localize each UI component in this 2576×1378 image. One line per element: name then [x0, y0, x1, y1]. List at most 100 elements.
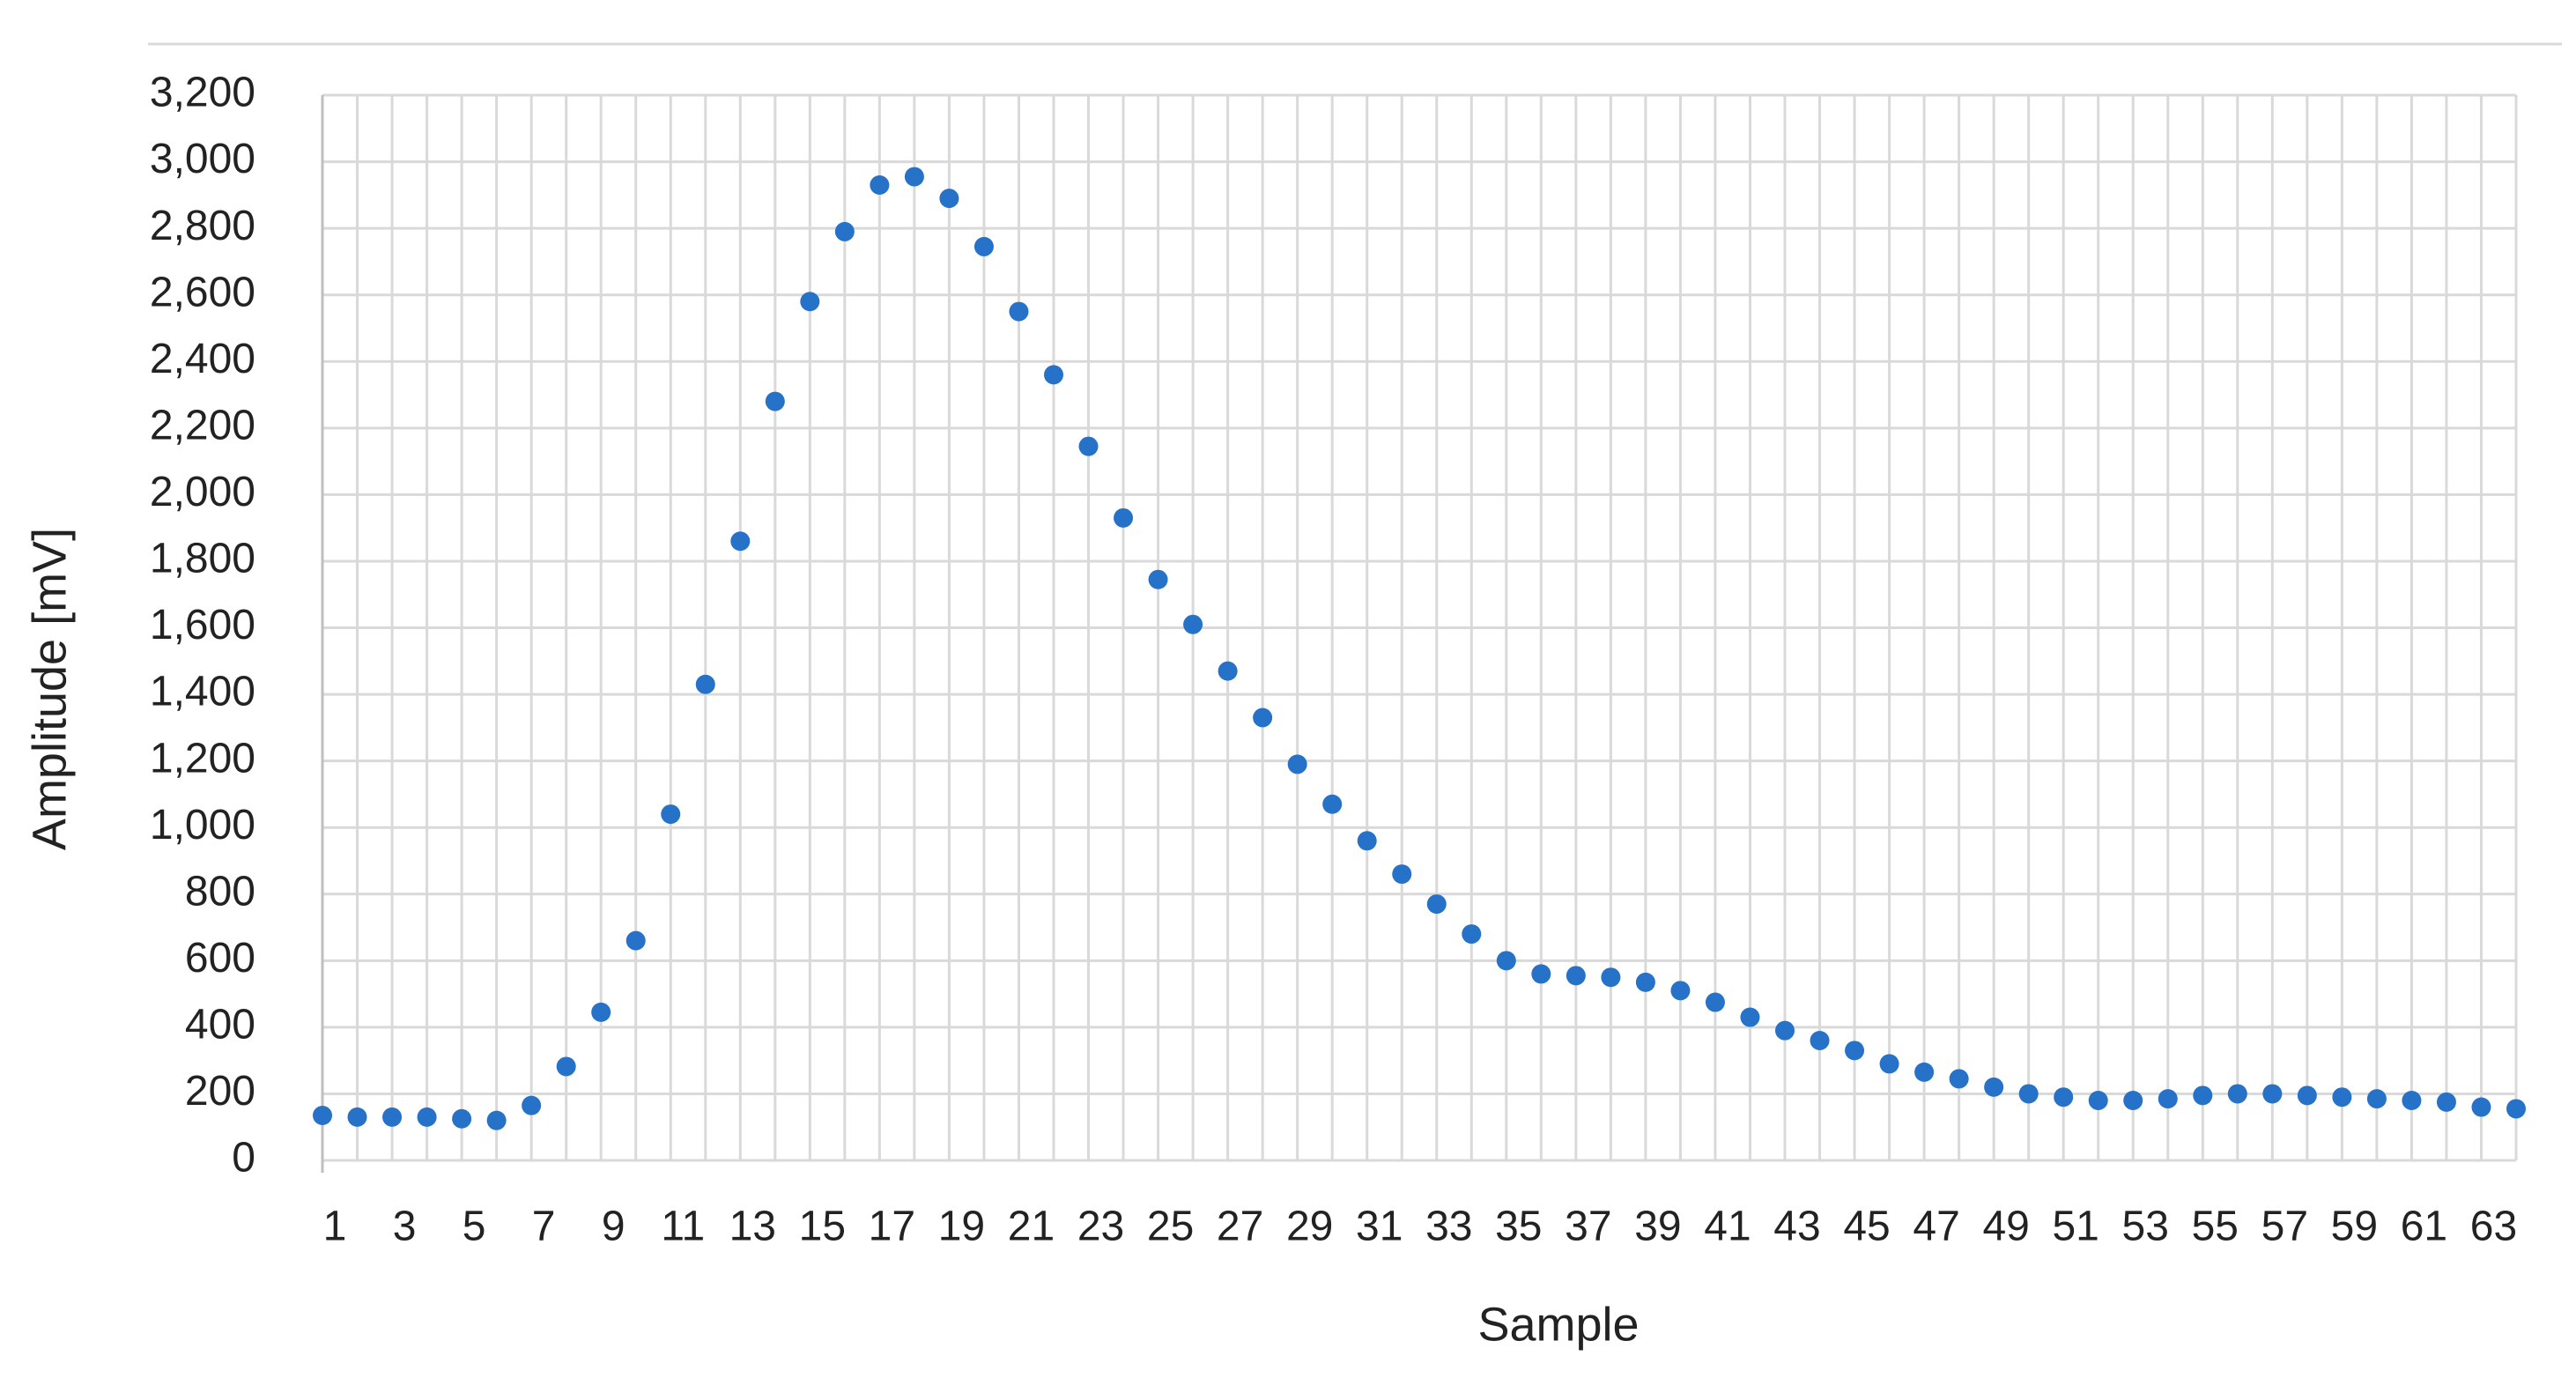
- y-tick-label: 2,200: [150, 402, 255, 448]
- y-tick-label: 1,200: [150, 735, 255, 782]
- point: [486, 1110, 507, 1130]
- x-tick-label: 11: [661, 1204, 705, 1250]
- x-tick-label: 45: [1843, 1204, 1890, 1250]
- point: [1531, 964, 1551, 984]
- x-tick-label: 1: [323, 1204, 347, 1250]
- point: [2436, 1092, 2456, 1112]
- y-tick-label: 400: [185, 1002, 255, 1048]
- x-tick-label: 33: [1425, 1204, 1472, 1250]
- point: [1426, 894, 1447, 915]
- point: [417, 1107, 437, 1127]
- x-tick-label: 21: [1008, 1204, 1055, 1250]
- point: [2262, 1084, 2283, 1104]
- point: [1775, 1020, 1795, 1041]
- y-tick-label: 1,400: [150, 669, 255, 715]
- point: [1009, 301, 1029, 322]
- x-tick-label: 23: [1077, 1204, 1124, 1250]
- x-tick-label: 17: [869, 1204, 915, 1250]
- point: [1392, 864, 1412, 885]
- point: [452, 1108, 472, 1129]
- point: [2297, 1085, 2317, 1106]
- point: [1635, 972, 1655, 992]
- point: [1462, 924, 1482, 945]
- y-tick-label: 2,000: [150, 469, 255, 515]
- x-tick-label: 47: [1913, 1204, 1959, 1250]
- point: [1810, 1030, 1830, 1050]
- x-tick-label: 41: [1704, 1204, 1751, 1250]
- y-tick-label: 0: [232, 1135, 255, 1182]
- point: [313, 1105, 332, 1125]
- y-tick-label: 3,000: [150, 136, 255, 182]
- point: [695, 674, 715, 694]
- point: [2193, 1085, 2213, 1106]
- x-tick-label: 25: [1147, 1204, 1194, 1250]
- x-tick-label: 29: [1286, 1204, 1333, 1250]
- point: [1357, 831, 1377, 851]
- x-tick-label: 9: [602, 1204, 625, 1250]
- x-tick-label: 39: [1634, 1204, 1681, 1250]
- point: [2123, 1090, 2143, 1110]
- point: [2227, 1084, 2247, 1104]
- y-tick-label: 1,800: [150, 536, 255, 582]
- point: [1322, 794, 1343, 814]
- y-tick-label: 1,600: [150, 602, 255, 648]
- point: [1496, 951, 1516, 971]
- point: [1148, 569, 1168, 589]
- point: [2506, 1099, 2526, 1119]
- point: [1078, 436, 1099, 456]
- x-tick-label: 5: [463, 1204, 486, 1250]
- point: [625, 930, 646, 951]
- point: [904, 167, 924, 187]
- y-tick-label: 3,200: [150, 70, 255, 116]
- y-tick-label: 1,000: [150, 802, 255, 848]
- point: [2158, 1089, 2178, 1109]
- point: [1601, 967, 1621, 988]
- point: [1253, 708, 1273, 728]
- x-tick-label: 35: [1495, 1204, 1542, 1250]
- point: [1044, 365, 1063, 385]
- x-tick-label: 27: [1217, 1204, 1263, 1250]
- point: [661, 804, 681, 825]
- point: [2332, 1087, 2352, 1108]
- x-tick-label: 19: [938, 1204, 985, 1250]
- point: [1114, 507, 1134, 528]
- point: [1845, 1041, 1865, 1061]
- point: [730, 531, 751, 552]
- x-tick-label: 3: [393, 1204, 417, 1250]
- point: [347, 1107, 367, 1127]
- point: [834, 221, 855, 241]
- y-tick-label: 2,600: [150, 269, 255, 315]
- x-tick-label: 51: [2052, 1204, 2099, 1250]
- point: [1879, 1054, 1899, 1074]
- point: [1984, 1077, 2004, 1097]
- x-tick-label: 43: [1773, 1204, 1820, 1250]
- point: [2018, 1084, 2039, 1104]
- y-tick-label: 200: [185, 1068, 255, 1115]
- x-tick-label: 59: [2331, 1204, 2378, 1250]
- point: [1566, 966, 1586, 986]
- y-tick-label: 2,800: [150, 203, 255, 249]
- x-tick-label: 7: [532, 1204, 556, 1250]
- x-tick-label: 13: [729, 1204, 776, 1250]
- point: [382, 1107, 403, 1127]
- point: [1183, 614, 1203, 634]
- point: [1740, 1007, 1760, 1027]
- point: [1287, 754, 1307, 774]
- x-tick-label: 63: [2470, 1204, 2517, 1250]
- x-tick-label: 57: [2261, 1204, 2308, 1250]
- x-axis-title: Sample: [1477, 1298, 1639, 1351]
- y-tick-label: 800: [185, 868, 255, 915]
- x-tick-label: 61: [2401, 1204, 2447, 1250]
- x-tick-label: 31: [1356, 1204, 1403, 1250]
- x-tick-label: 15: [799, 1204, 846, 1250]
- point: [591, 1002, 611, 1022]
- point: [522, 1095, 542, 1115]
- x-tick-label: 53: [2122, 1204, 2169, 1250]
- point: [2054, 1087, 2074, 1108]
- point: [1705, 992, 1725, 1012]
- point: [765, 391, 785, 411]
- point: [2366, 1089, 2387, 1109]
- x-tick-label: 49: [1982, 1204, 2029, 1250]
